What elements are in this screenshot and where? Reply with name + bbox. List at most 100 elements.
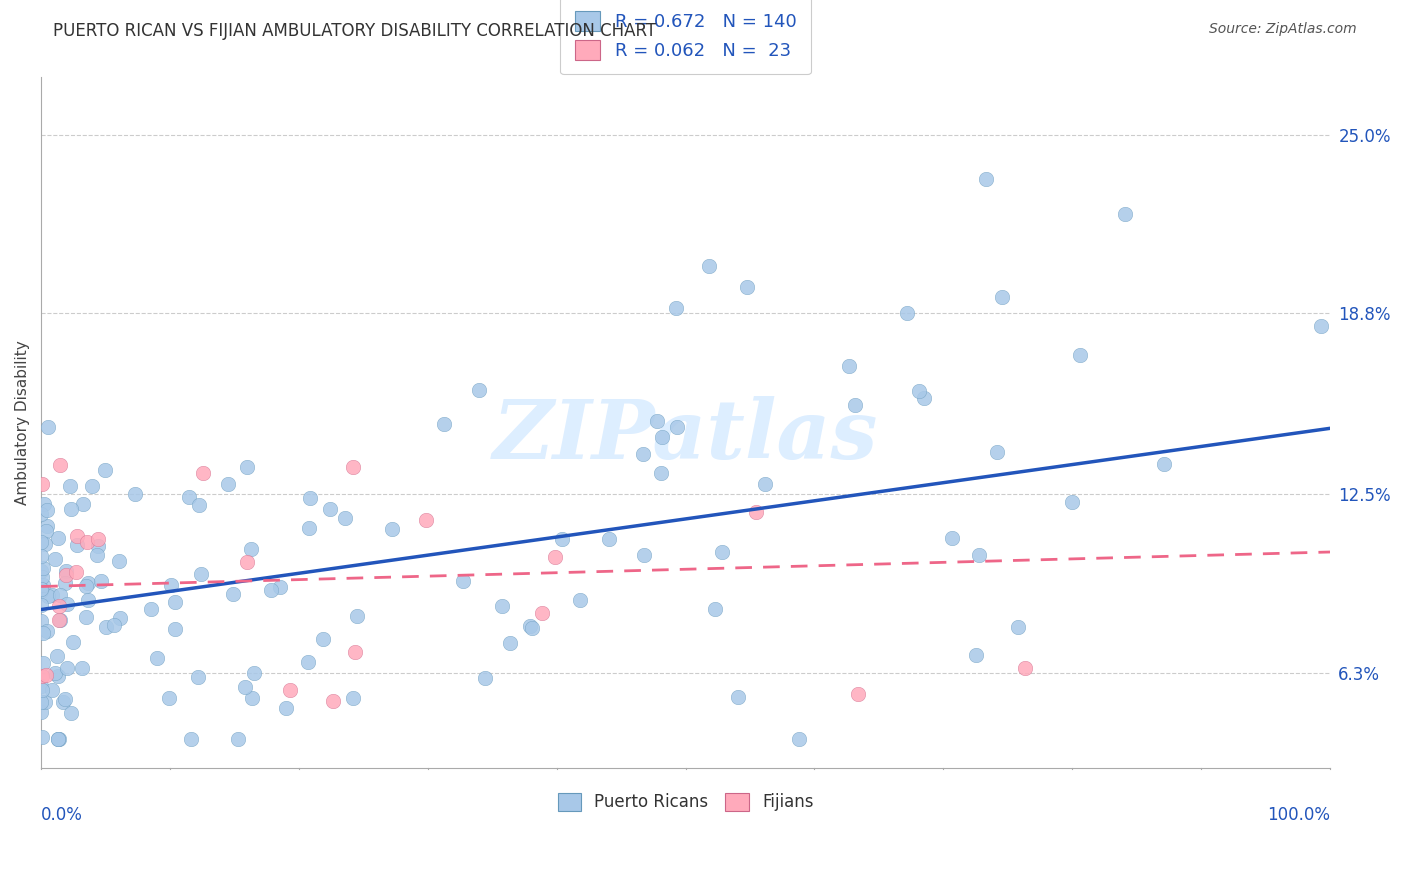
Point bbox=[520, 620, 543, 634]
Point bbox=[342, 460, 364, 475]
Point bbox=[30, 695, 52, 709]
Point bbox=[30, 535, 52, 549]
Point bbox=[342, 690, 364, 705]
Point bbox=[727, 690, 749, 705]
Point bbox=[160, 577, 183, 591]
Point bbox=[46, 731, 69, 746]
Point bbox=[217, 476, 239, 491]
Point bbox=[76, 575, 98, 590]
Point bbox=[55, 564, 77, 578]
Point bbox=[30, 598, 52, 612]
Point bbox=[269, 580, 291, 594]
Point bbox=[108, 554, 131, 568]
Point bbox=[31, 578, 53, 592]
Point bbox=[103, 617, 125, 632]
Point bbox=[70, 661, 93, 675]
Point bbox=[704, 602, 727, 616]
Point bbox=[62, 634, 84, 648]
Point bbox=[474, 671, 496, 685]
Point bbox=[633, 447, 655, 461]
Point bbox=[55, 567, 77, 582]
Point bbox=[844, 398, 866, 412]
Point bbox=[46, 649, 69, 664]
Point bbox=[35, 503, 58, 517]
Point bbox=[381, 522, 404, 536]
Point bbox=[31, 669, 53, 683]
Point bbox=[30, 582, 52, 596]
Point bbox=[55, 597, 77, 611]
Point bbox=[240, 690, 263, 705]
Point bbox=[46, 731, 69, 746]
Point bbox=[243, 665, 266, 680]
Text: 100.0%: 100.0% bbox=[1267, 805, 1330, 823]
Point bbox=[633, 548, 655, 562]
Point bbox=[519, 619, 541, 633]
Point bbox=[108, 611, 131, 625]
Point bbox=[651, 430, 673, 444]
Point bbox=[30, 584, 52, 599]
Point bbox=[31, 477, 53, 491]
Point bbox=[236, 555, 259, 569]
Point bbox=[146, 650, 169, 665]
Point bbox=[754, 477, 776, 491]
Point bbox=[49, 588, 72, 602]
Point bbox=[179, 490, 201, 504]
Point bbox=[697, 259, 720, 273]
Point bbox=[44, 665, 66, 680]
Point bbox=[44, 552, 66, 566]
Point bbox=[274, 700, 297, 714]
Point bbox=[66, 529, 89, 543]
Point bbox=[190, 567, 212, 582]
Point bbox=[187, 498, 209, 512]
Point bbox=[530, 607, 553, 621]
Point bbox=[645, 414, 668, 428]
Point bbox=[75, 579, 97, 593]
Point bbox=[53, 692, 76, 706]
Point bbox=[30, 581, 52, 595]
Point bbox=[32, 561, 55, 575]
Text: 0.0%: 0.0% bbox=[41, 805, 83, 823]
Point bbox=[30, 679, 52, 693]
Point bbox=[846, 687, 869, 701]
Point bbox=[991, 290, 1014, 304]
Point bbox=[163, 622, 186, 636]
Point bbox=[838, 359, 860, 374]
Point bbox=[1310, 318, 1333, 333]
Point bbox=[55, 660, 77, 674]
Point bbox=[986, 445, 1008, 459]
Point bbox=[974, 172, 997, 186]
Point bbox=[333, 510, 356, 524]
Point bbox=[1062, 494, 1084, 508]
Point bbox=[60, 501, 83, 516]
Point bbox=[41, 683, 63, 698]
Point bbox=[550, 533, 572, 547]
Point bbox=[30, 549, 52, 563]
Point bbox=[59, 706, 82, 720]
Point bbox=[322, 693, 344, 707]
Point bbox=[86, 548, 108, 562]
Point bbox=[35, 668, 58, 682]
Point bbox=[498, 636, 520, 650]
Point bbox=[48, 731, 70, 746]
Point bbox=[297, 655, 319, 669]
Point bbox=[49, 458, 72, 472]
Point bbox=[35, 519, 58, 533]
Point bbox=[90, 574, 112, 589]
Point bbox=[165, 594, 187, 608]
Point bbox=[35, 524, 58, 539]
Point bbox=[319, 501, 342, 516]
Point bbox=[433, 417, 456, 431]
Point bbox=[298, 491, 321, 506]
Point bbox=[187, 670, 209, 684]
Point bbox=[77, 592, 100, 607]
Point bbox=[235, 459, 257, 474]
Point bbox=[1069, 348, 1091, 362]
Point bbox=[665, 301, 688, 315]
Point bbox=[907, 384, 929, 399]
Point bbox=[157, 691, 180, 706]
Point bbox=[31, 683, 53, 698]
Point bbox=[82, 479, 104, 493]
Point bbox=[468, 383, 491, 397]
Point bbox=[31, 731, 53, 745]
Point bbox=[298, 520, 321, 534]
